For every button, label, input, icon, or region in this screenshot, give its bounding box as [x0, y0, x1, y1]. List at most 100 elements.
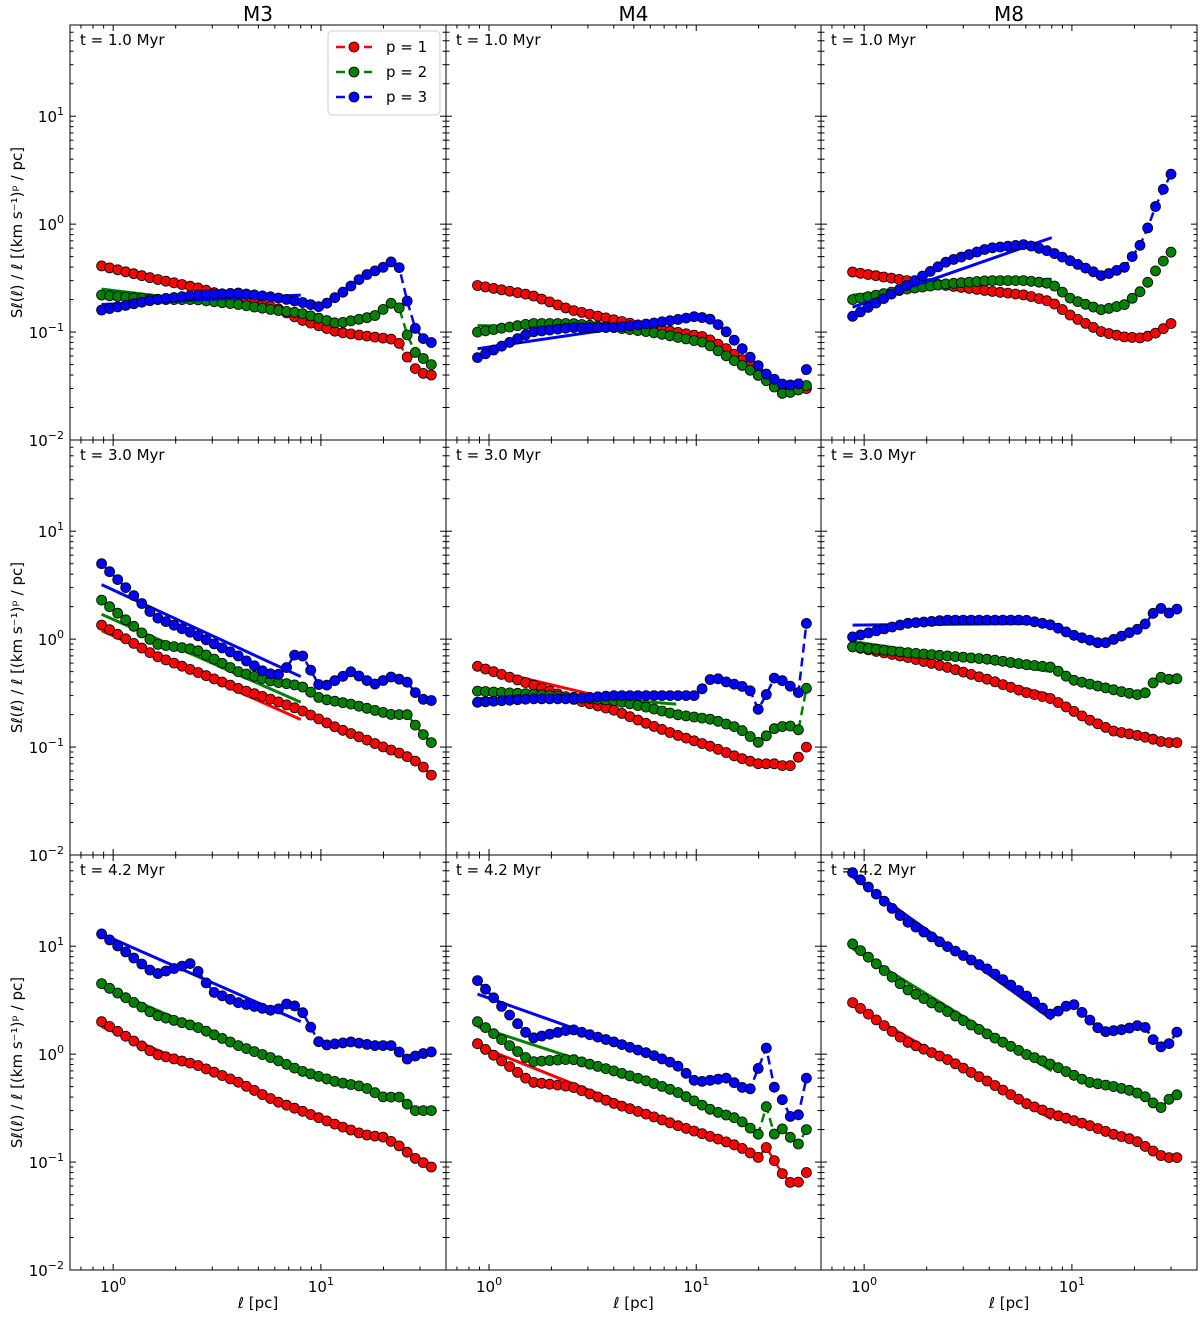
series-p3	[96, 256, 437, 348]
data-point	[1171, 1089, 1183, 1101]
data-point	[1150, 201, 1161, 212]
data-point	[417, 729, 429, 740]
data-point	[425, 359, 437, 371]
data-point	[847, 938, 858, 950]
data-point	[752, 360, 764, 372]
panel-m3-0: 10−2 10−1 100 101 t = 1.0 Myr	[29, 24, 447, 450]
data-point	[801, 741, 812, 753]
data-point	[96, 978, 107, 989]
data-point	[855, 1003, 866, 1014]
data-point	[902, 916, 914, 928]
data-point	[863, 951, 874, 963]
data-point	[96, 928, 107, 940]
data-point	[997, 974, 1009, 985]
data-point	[1165, 246, 1177, 258]
data-point	[910, 921, 922, 933]
data-point	[870, 888, 882, 900]
data-point	[870, 958, 882, 970]
data-point	[112, 987, 124, 999]
data-point	[305, 664, 317, 676]
x-tick-label: 100	[476, 1275, 502, 1296]
data-point	[760, 368, 772, 380]
data-point	[104, 601, 115, 613]
data-point	[712, 345, 724, 357]
panel-frame	[445, 439, 822, 856]
data-point	[136, 958, 148, 970]
data-point	[776, 1094, 788, 1106]
data-point	[878, 965, 890, 976]
data-point	[760, 730, 772, 742]
data-line	[100, 932, 432, 1061]
data-point	[104, 566, 115, 578]
data-line	[851, 871, 1178, 1049]
data-point	[680, 1067, 692, 1079]
panel-frame	[820, 24, 1198, 441]
data-point	[1142, 276, 1154, 288]
data-point	[744, 1147, 756, 1159]
data-point	[1139, 1022, 1151, 1033]
legend-entry-p1: p = 1	[336, 38, 427, 56]
data-point	[1165, 318, 1177, 329]
data-point	[504, 1009, 516, 1021]
data-point	[760, 689, 772, 700]
time-label: t = 4.2 Myr	[80, 861, 165, 879]
legend-marker	[348, 41, 360, 53]
data-point	[425, 1046, 437, 1058]
data-point	[104, 982, 115, 994]
data-point	[393, 1140, 405, 1152]
data-point	[401, 1098, 413, 1110]
data-point	[425, 769, 437, 781]
data-point	[1147, 677, 1159, 689]
data-point	[1131, 1136, 1143, 1148]
data-point	[768, 1155, 780, 1166]
data-point	[248, 660, 260, 672]
data-point	[305, 686, 317, 698]
data-point	[297, 681, 309, 693]
x-axis-label: ℓ [pc]	[237, 1294, 278, 1312]
data-point	[886, 971, 898, 983]
data-point	[512, 1046, 523, 1057]
data-point	[1150, 265, 1161, 277]
data-point	[736, 725, 748, 737]
data-point	[736, 1143, 748, 1154]
data-point	[863, 881, 874, 893]
data-point	[144, 606, 156, 617]
data-point	[728, 334, 740, 346]
data-point	[1052, 665, 1064, 677]
series-p1	[472, 1038, 812, 1188]
data-point	[393, 337, 405, 349]
data-point	[136, 1040, 148, 1052]
data-point	[901, 279, 913, 291]
data-point	[297, 1007, 309, 1019]
data-point	[1005, 1089, 1017, 1100]
data-point	[1147, 1097, 1159, 1109]
data-point	[1171, 603, 1183, 615]
data-point	[96, 1016, 107, 1028]
data-point	[752, 1152, 764, 1163]
data-point	[793, 1176, 804, 1188]
data-point	[96, 594, 107, 606]
data-point	[128, 590, 140, 601]
data-point	[136, 627, 148, 639]
data-point	[297, 650, 309, 662]
data-point	[1056, 286, 1068, 298]
data-point	[353, 670, 365, 682]
series-p2	[472, 1016, 812, 1150]
data-point	[393, 302, 405, 314]
data-point	[409, 322, 421, 334]
data-point	[504, 1040, 516, 1051]
series-p3	[96, 928, 437, 1065]
series-p3	[472, 975, 812, 1122]
data-point	[104, 1021, 115, 1032]
data-point	[776, 1123, 788, 1135]
x-tick-label: 100	[100, 1275, 126, 1296]
data-point	[704, 340, 716, 352]
data-point	[776, 1168, 788, 1179]
data-point	[112, 607, 124, 619]
data-point	[480, 1044, 491, 1055]
data-point	[488, 992, 500, 1004]
panel-frame	[69, 854, 447, 1271]
data-point	[736, 359, 748, 371]
data-point	[1056, 304, 1068, 315]
data-point	[393, 1046, 405, 1058]
